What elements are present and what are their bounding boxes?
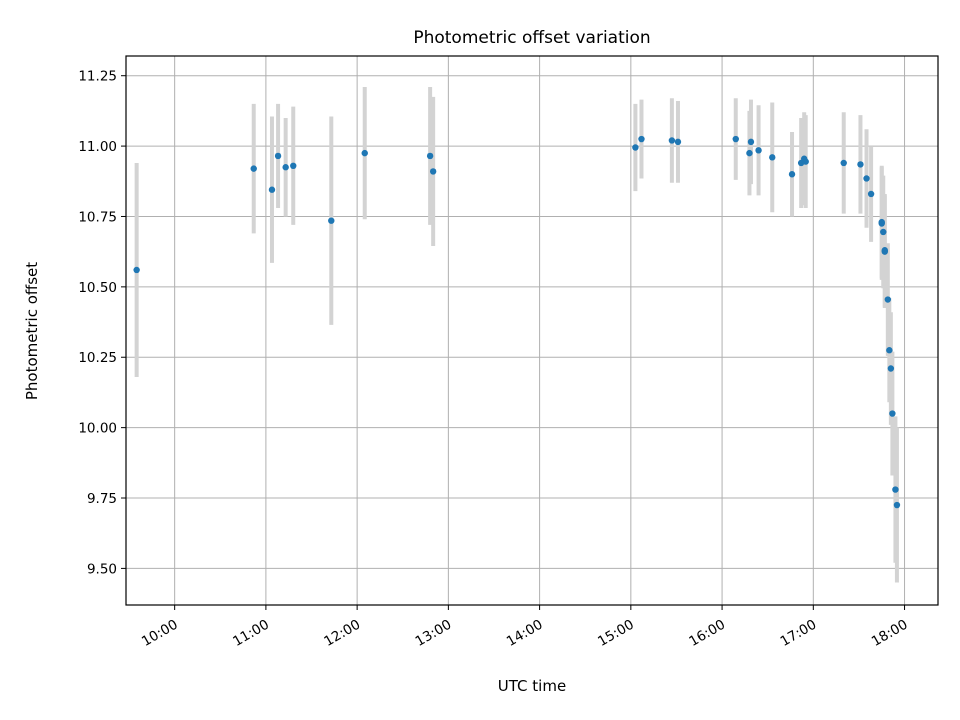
data-point <box>290 162 297 169</box>
data-point <box>732 135 739 143</box>
data-point <box>268 186 276 193</box>
data-point <box>426 152 434 160</box>
y-tick-label: 11.00 <box>78 139 117 155</box>
y-tick-label: 10.00 <box>78 421 117 437</box>
error-bars <box>134 86 899 583</box>
x-tick-label: 18:00 <box>869 617 911 650</box>
y-axis: 9.50 9.75 10.00 10.25 10.50 10.75 11.00 11.25 <box>78 69 126 577</box>
y-tick-label: 10.50 <box>78 280 117 296</box>
data-point <box>668 137 676 144</box>
data-point <box>840 159 847 167</box>
data-point <box>878 220 885 227</box>
x-tick-label: 17:00 <box>778 617 820 650</box>
data-point <box>769 154 776 161</box>
data-point <box>788 171 796 178</box>
data-point <box>887 365 895 372</box>
data-point <box>889 410 896 417</box>
data-point <box>638 135 645 143</box>
data-point <box>133 266 140 274</box>
x-tick-label: 13:00 <box>413 617 455 650</box>
data-point <box>892 486 899 493</box>
chart-title: Photometric offset variation <box>413 28 650 48</box>
data-point <box>282 164 289 171</box>
grid <box>126 56 938 605</box>
data-point <box>884 296 892 303</box>
data-point <box>802 158 809 165</box>
data-point <box>250 165 257 172</box>
data-point <box>746 149 753 157</box>
data-point <box>328 217 335 224</box>
data-point <box>632 144 639 151</box>
y-tick-label: 9.75 <box>87 491 117 507</box>
data-point <box>674 138 682 146</box>
data-point <box>881 248 888 255</box>
data-point <box>274 152 282 160</box>
data-point <box>893 501 901 509</box>
data-point <box>747 138 755 146</box>
y-tick-label: 11.25 <box>78 69 117 85</box>
data-point <box>857 161 864 168</box>
data-point <box>755 147 762 154</box>
y-axis-label: Photometric offset <box>23 262 41 400</box>
data-point <box>361 149 368 157</box>
data-point <box>880 228 887 236</box>
plot-frame <box>125 55 939 606</box>
data-points <box>133 135 901 509</box>
data-point <box>886 347 893 354</box>
x-axis-label: UTC time <box>498 677 566 695</box>
x-tick-label: 11:00 <box>230 617 272 650</box>
y-tick-label: 9.50 <box>87 561 117 577</box>
x-tick-label: 12:00 <box>321 617 363 650</box>
y-tick-label: 10.25 <box>78 350 117 366</box>
data-point <box>867 190 875 198</box>
data-point <box>863 175 870 182</box>
x-axis: 10:00 11:00 12:00 13:00 14:00 15:00 16:00 17:00… <box>139 605 911 650</box>
x-tick-label: 16:00 <box>686 617 728 650</box>
data-point <box>429 168 437 175</box>
x-tick-label: 15:00 <box>595 617 637 650</box>
x-tick-label: 10:00 <box>139 617 181 650</box>
y-tick-label: 10.75 <box>78 209 117 225</box>
x-tick-label: 14:00 <box>504 617 546 650</box>
